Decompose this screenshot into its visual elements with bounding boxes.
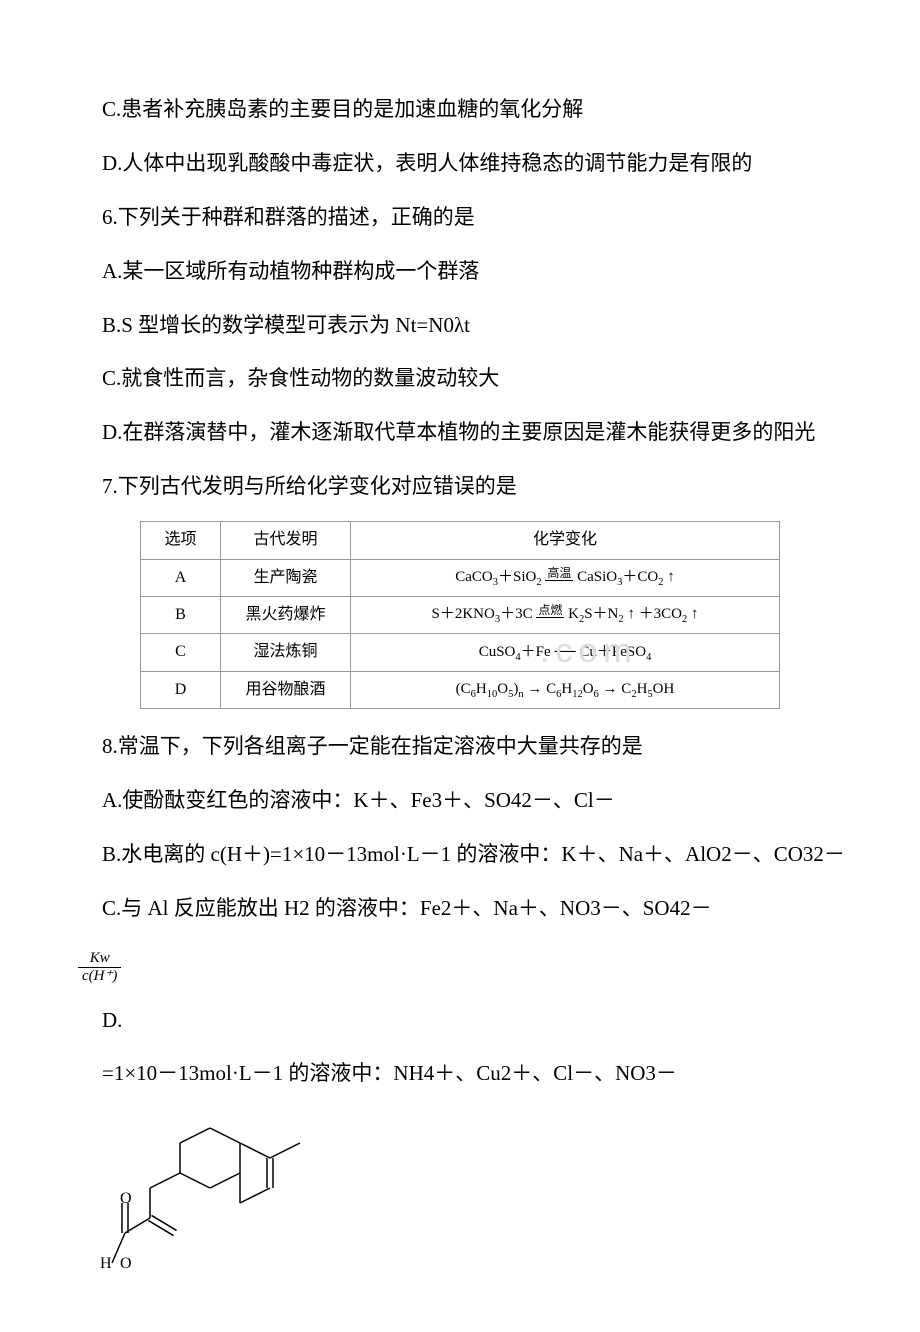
option-5d-text: D.人体中出现乳酸酸中毒症状，表明人体维持稳态的调节能力是有限的	[102, 151, 752, 175]
option-8d-tail: =1×10－13mol·L－1 的溶液中：NH4＋、Cu2＋、Cl－、NO3－	[60, 1054, 860, 1094]
cell-fml: (C6H10O5)n → C6H12O6 → C2H5OH	[351, 671, 780, 708]
svg-text:O: O	[120, 1190, 132, 1207]
option-6b: B.S 型增长的数学模型可表示为 Nt=N0λt	[60, 306, 860, 346]
molecule-structure: OHO	[90, 1108, 860, 1292]
cell-fml: S＋2KNO3＋3C 点燃 K2S＋N2 ↑ ＋3CO2 ↑	[351, 596, 780, 633]
fraction-den: c(H⁺)	[78, 968, 121, 984]
question-6: 6.下列关于种群和群落的描述，正确的是	[60, 198, 860, 238]
molecule-svg: OHO	[90, 1108, 310, 1278]
option-5d: D.人体中出现乳酸酸中毒症状，表明人体维持稳态的调节能力是有限的	[60, 144, 860, 184]
chem-table: 选项 古代发明 化学变化 A 生产陶瓷 CaCO3＋SiO2 高温 CaSiO3…	[140, 521, 780, 709]
cell-inv: 用谷物酿酒	[221, 671, 351, 708]
cell-inv: 生产陶瓷	[221, 559, 351, 596]
option-6a: A.某一区域所有动植物种群构成一个群落	[60, 252, 860, 292]
table-row: C 湿法炼铜 CuSO4＋Fe ── Cu＋FeSO4	[141, 634, 780, 671]
th-invention: 古代发明	[221, 522, 351, 559]
svg-text:H: H	[100, 1255, 112, 1272]
cell-inv: 黑火药爆炸	[221, 596, 351, 633]
table-row: A 生产陶瓷 CaCO3＋SiO2 高温 CaSiO3＋CO2 ↑	[141, 559, 780, 596]
option-8b: B.水电离的 c(H＋)=1×10－13mol·L－1 的溶液中：K＋、Na＋、…	[60, 835, 860, 875]
cell-opt: A	[141, 559, 221, 596]
option-8c: C.与 Al 反应能放出 H2 的溶液中：Fe2＋、Na＋、NO3－、SO42－	[60, 889, 860, 929]
fraction: Kw c(H⁺)	[78, 951, 121, 984]
cell-fml: CuSO4＋Fe ── Cu＋FeSO4	[351, 634, 780, 671]
th-option: 选项	[141, 522, 221, 559]
cell-opt: B	[141, 596, 221, 633]
option-8d-prefix: D.	[60, 1001, 860, 1041]
cell-opt: C	[141, 634, 221, 671]
cell-opt: D	[141, 671, 221, 708]
option-6c: C.就食性而言，杂食性动物的数量波动较大	[60, 359, 860, 399]
option-8d-frac: Kw c(H⁺)	[60, 947, 860, 987]
fraction-num: Kw	[78, 951, 121, 968]
table-row: B 黑火药爆炸 S＋2KNO3＋3C 点燃 K2S＋N2 ↑ ＋3CO2 ↑	[141, 596, 780, 633]
th-formula: 化学变化	[351, 522, 780, 559]
question-8: 8.常温下，下列各组离子一定能在指定溶液中大量共存的是	[60, 727, 860, 767]
table-row: D 用谷物酿酒 (C6H10O5)n → C6H12O6 → C2H5OH	[141, 671, 780, 708]
option-5c: C.患者补充胰岛素的主要目的是加速血糖的氧化分解	[60, 90, 860, 130]
option-8b-text: B.水电离的 c(H＋)=1×10－13mol·L－1 的溶液中：K＋、Na＋、…	[102, 842, 845, 866]
svg-text:O: O	[120, 1255, 132, 1272]
cell-inv: 湿法炼铜	[221, 634, 351, 671]
option-8a: A.使酚酞变红色的溶液中：K＋、Fe3＋、SO42－、Cl－	[60, 781, 860, 821]
cell-fml: CaCO3＋SiO2 高温 CaSiO3＋CO2 ↑	[351, 559, 780, 596]
question-7: 7.下列古代发明与所给化学变化对应错误的是	[60, 467, 860, 507]
option-6d: D.在群落演替中，灌木逐渐取代草本植物的主要原因是灌木能获得更多的阳光	[60, 413, 860, 453]
option-8c-text: C.与 Al 反应能放出 H2 的溶液中：Fe2＋、Na＋、NO3－、SO42－	[102, 896, 712, 920]
option-6d-text: D.在群落演替中，灌木逐渐取代草本植物的主要原因是灌木能获得更多的阳光	[102, 420, 815, 444]
table-header-row: 选项 古代发明 化学变化	[141, 522, 780, 559]
